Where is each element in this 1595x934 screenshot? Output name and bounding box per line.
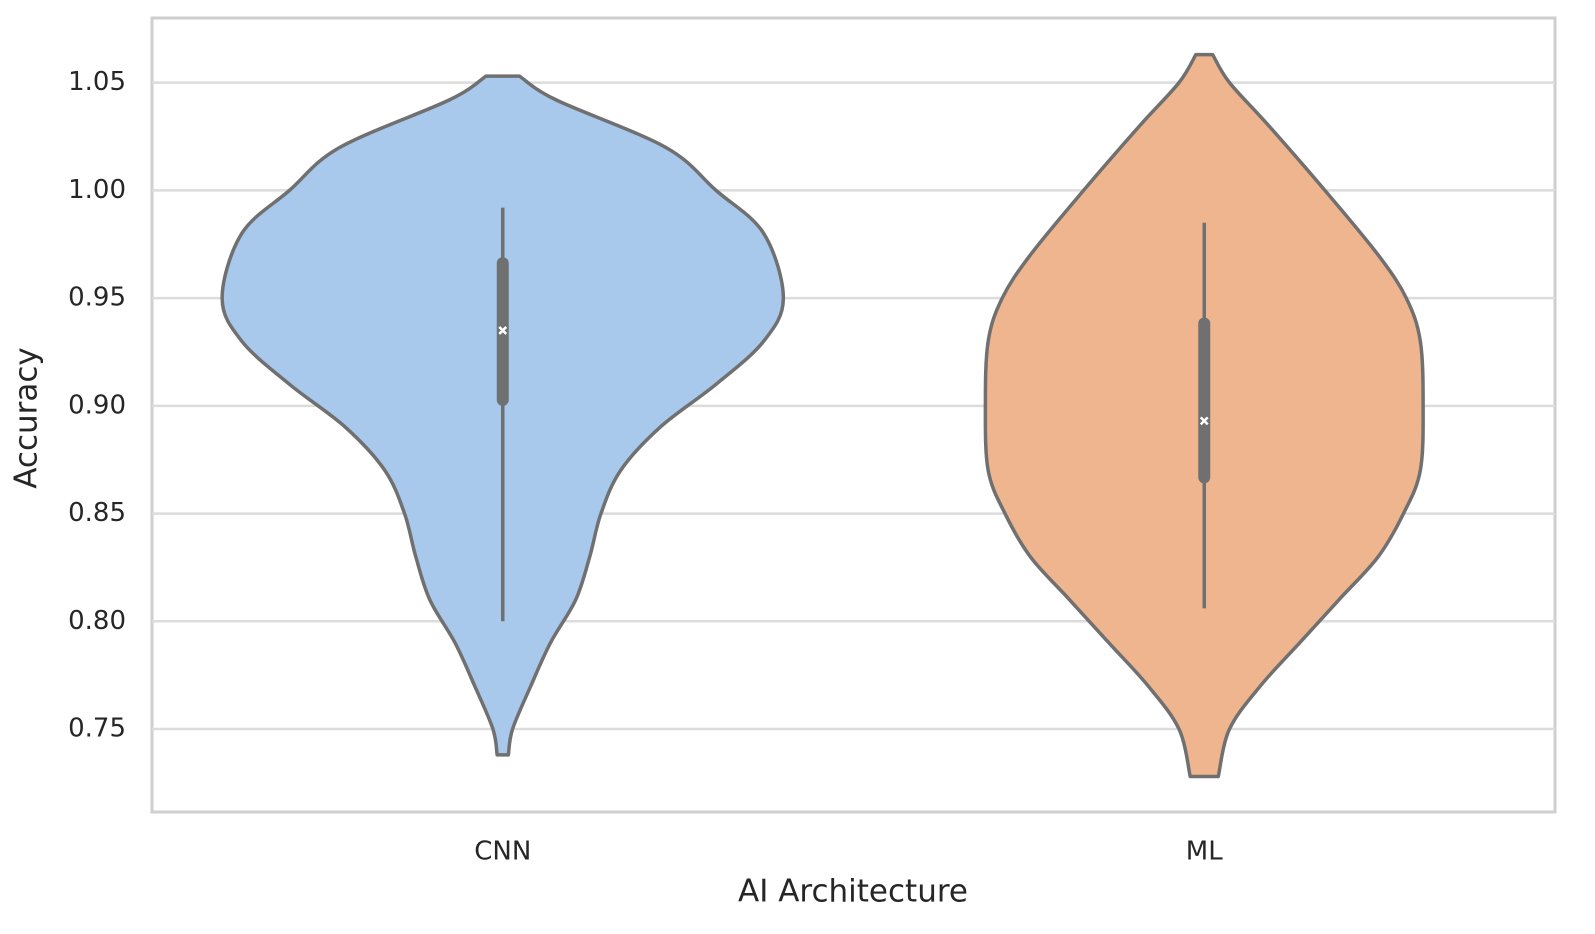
y-axis-label: Accuracy [9, 347, 45, 489]
y-tick-label: 1.05 [68, 67, 126, 97]
median [1199, 416, 1209, 426]
y-tick-label: 1.00 [68, 175, 126, 205]
y-tick-label: 0.85 [68, 498, 126, 528]
violins [220, 52, 1425, 779]
y-tick-label: 0.95 [68, 283, 126, 313]
x-tick-label: ML [1186, 837, 1223, 867]
y-tick-label: 0.90 [68, 390, 126, 420]
y-tick-label: 0.75 [68, 714, 126, 744]
median [498, 326, 508, 335]
x-tick-label: CNN [474, 837, 531, 867]
x-axis-label: AI Architecture [738, 874, 968, 910]
y-tick-label: 0.80 [68, 606, 126, 636]
box [1198, 317, 1211, 484]
